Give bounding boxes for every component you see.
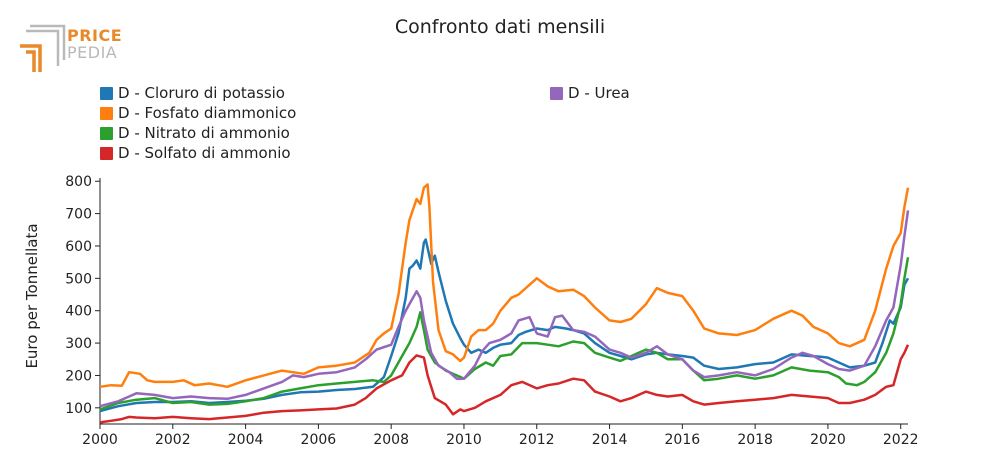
- chart-title: Confronto dati mensili: [394, 16, 606, 38]
- series-line: [99, 183, 910, 389]
- x-tick-label: 2002: [155, 432, 191, 448]
- legend-swatch: [100, 106, 113, 120]
- y-tick-label: 400: [65, 304, 92, 320]
- y-tick-label: 300: [65, 336, 92, 352]
- series-line: [99, 257, 910, 411]
- legend-item[interactable]: D - Solfato di ammonio: [100, 144, 291, 162]
- x-tick-label: 2004: [228, 432, 264, 448]
- y-axis-title: Euro per Tonnellata: [23, 223, 41, 368]
- legend-swatch: [100, 126, 113, 140]
- legend-swatch: [550, 86, 563, 100]
- legend-label: D - Nitrato di ammonio: [118, 124, 290, 142]
- x-tick-label: 2010: [446, 432, 482, 448]
- legend-label: D - Solfato di ammonio: [118, 144, 291, 162]
- series-lines: [99, 183, 910, 424]
- x-tick-label: 2008: [373, 432, 409, 448]
- legend-label: D - Fosfato diammonico: [118, 104, 297, 122]
- legend-item[interactable]: D - Urea: [550, 84, 630, 102]
- legend-item[interactable]: D - Cloruro di potassio: [100, 84, 285, 102]
- x-tick-label: 2000: [82, 432, 118, 448]
- x-tick-label: 2014: [592, 432, 628, 448]
- x-tick-label: 2012: [519, 432, 555, 448]
- axes: 100 200 300 400 500 600 700 800 2000 2002 2004 2006…: [23, 174, 919, 448]
- logo-text-price: PRICE: [67, 26, 123, 45]
- legend-item[interactable]: D - Nitrato di ammonio: [100, 124, 290, 142]
- y-tick-label: 800: [65, 174, 92, 190]
- series-line: [99, 344, 910, 424]
- y-tick-label: 700: [65, 207, 92, 223]
- legend-item[interactable]: D - Fosfato diammonico: [100, 104, 296, 122]
- logo-text-pedia: PEDIA: [67, 43, 118, 62]
- y-tick-label: 200: [65, 368, 92, 384]
- series-line: [99, 238, 910, 413]
- x-tick-label: 2020: [810, 432, 846, 448]
- legend-label: D - Urea: [568, 84, 630, 102]
- pricepedia-logo: [20, 24, 66, 72]
- x-tick-label: 2022: [883, 432, 919, 448]
- x-tick-label: 2006: [301, 432, 337, 448]
- legend-swatch: [100, 86, 113, 100]
- x-tick-label: 2016: [665, 432, 701, 448]
- y-tick-label: 500: [65, 271, 92, 287]
- x-tick-label: 2018: [737, 432, 773, 448]
- y-tick-label: 100: [65, 401, 92, 417]
- legend-swatch: [100, 146, 113, 160]
- legend-label: D - Cloruro di potassio: [118, 84, 285, 102]
- series-line: [99, 210, 910, 408]
- y-tick-label: 600: [65, 239, 92, 255]
